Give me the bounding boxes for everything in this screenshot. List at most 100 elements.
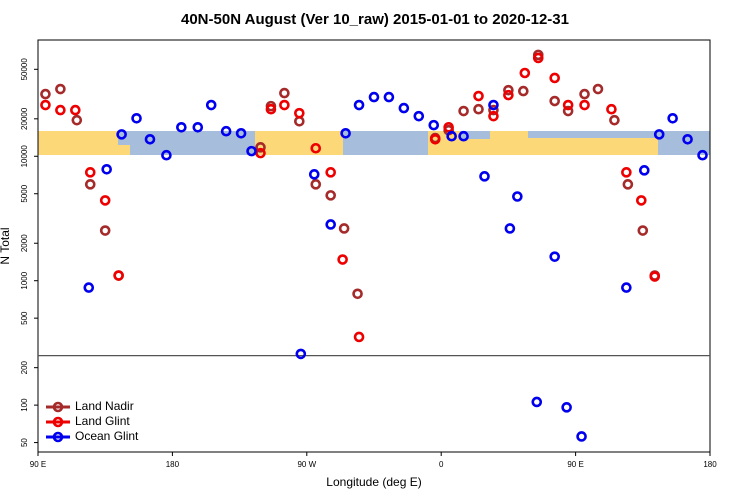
point [144,133,156,145]
point [519,67,531,79]
point [161,149,172,161]
point [592,83,604,95]
x-tick-label: 180 [166,460,180,469]
point [205,99,217,111]
point [579,88,590,100]
plot-frame [37,39,711,453]
point [192,121,204,133]
point [503,84,514,96]
point [131,112,142,124]
y-tick-label: 500 [20,311,29,325]
map-band [38,131,710,155]
legend-label: Land Nadir [75,399,134,413]
point [265,103,277,115]
chart-title: 40N-50N August (Ver 10_raw) 2015-01-01 t… [181,11,569,28]
y-tick-label: 5000 [20,184,29,202]
point [101,163,112,175]
point [458,130,469,142]
land-band [255,131,343,155]
point [255,142,266,153]
point [295,348,307,360]
point [84,179,96,190]
point [113,270,124,281]
point [235,127,247,139]
y-tick-label: 1000 [20,271,29,289]
y-tick-label: 50000 [20,58,29,81]
y-tick-label: 100 [20,398,29,412]
x-tick-label: 90 E [30,460,46,469]
point [246,145,257,157]
point [473,103,484,115]
x-tick-label: 90 E [567,460,583,469]
y-tick-label: 200 [20,360,29,374]
point [622,179,634,190]
point [83,282,95,293]
point [549,251,560,262]
point [413,110,425,122]
point [488,104,499,116]
x-tick-label: 90 W [297,460,316,469]
point [653,129,665,140]
point [294,116,305,127]
point [682,133,693,145]
point [579,99,590,111]
point [310,142,322,154]
point [99,195,111,206]
point [353,99,365,111]
point [636,195,647,206]
y-tick-label: 2000 [20,234,29,252]
point [176,121,187,133]
legend-label: Ocean Glint [75,429,139,443]
land-band [38,131,118,155]
point [40,88,51,100]
point [532,52,544,64]
point [338,223,350,234]
point [488,110,499,122]
point [562,105,574,117]
land-band [118,145,130,155]
point [116,129,127,140]
point [561,402,572,413]
point [531,396,543,408]
point [479,171,490,182]
point [71,114,83,126]
point [488,99,499,111]
point [308,169,320,180]
point [638,165,650,176]
point [621,167,632,178]
legend-symbol [52,431,64,443]
point [443,121,454,133]
point [325,167,336,178]
point [340,127,351,139]
point [446,130,457,142]
legend-symbol [52,401,64,413]
point [40,99,51,111]
point [279,87,290,99]
point [383,91,395,103]
point [398,102,410,114]
point [368,91,380,103]
point [512,191,523,202]
point [325,219,336,230]
x-axis-label: Longitude (deg E) [326,475,421,489]
point [504,223,516,234]
point [518,85,529,97]
point [279,99,290,111]
point [255,147,266,159]
point [576,431,587,442]
point [294,107,305,119]
point [649,271,661,282]
point [220,125,232,137]
point [458,105,469,117]
point [606,103,617,115]
y-tick-label: 50 [20,438,29,447]
point [352,288,363,300]
point [562,99,574,111]
point [637,225,649,236]
point [70,104,81,116]
point [337,254,348,265]
point [428,119,440,131]
y-tick-label: 20000 [20,107,29,130]
point [55,83,66,95]
point [310,179,322,190]
